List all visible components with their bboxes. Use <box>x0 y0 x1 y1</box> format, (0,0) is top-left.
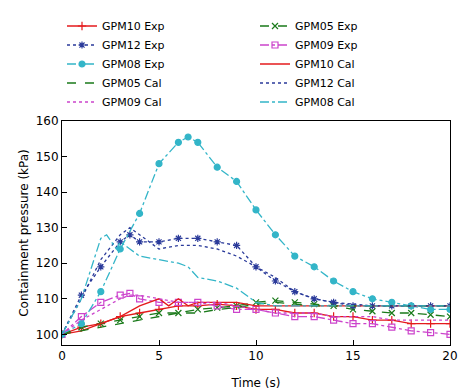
svg-text:GPM08 Exp: GPM08 Exp <box>102 58 165 71</box>
svg-text:0: 0 <box>58 349 66 363</box>
svg-text:5: 5 <box>155 349 163 363</box>
svg-text:Containment pressure (kPa): Containment pressure (kPa) <box>17 149 31 317</box>
svg-text:160: 160 <box>36 114 59 128</box>
svg-text:Time (s): Time (s) <box>231 376 281 390</box>
svg-text:GPM12 Exp: GPM12 Exp <box>102 39 165 52</box>
svg-text:150: 150 <box>36 150 59 164</box>
svg-text:GPM10 Cal: GPM10 Cal <box>295 58 355 71</box>
svg-text:100: 100 <box>36 328 59 342</box>
svg-text:140: 140 <box>36 185 59 199</box>
svg-text:GPM09 Cal: GPM09 Cal <box>102 96 162 109</box>
svg-text:20: 20 <box>442 349 457 363</box>
svg-text:GPM09 Exp: GPM09 Exp <box>295 39 358 52</box>
svg-text:10: 10 <box>248 349 263 363</box>
svg-text:15: 15 <box>345 349 360 363</box>
svg-text:GPM10 Exp: GPM10 Exp <box>102 20 165 33</box>
svg-text:110: 110 <box>36 292 59 306</box>
svg-text:GPM05 Cal: GPM05 Cal <box>102 77 162 90</box>
svg-text:GPM05 Exp: GPM05 Exp <box>295 20 358 33</box>
svg-text:GPM12 Cal: GPM12 Cal <box>295 77 355 90</box>
svg-text:120: 120 <box>36 256 59 270</box>
svg-text:130: 130 <box>36 221 59 235</box>
svg-text:GPM08 Cal: GPM08 Cal <box>295 96 355 109</box>
